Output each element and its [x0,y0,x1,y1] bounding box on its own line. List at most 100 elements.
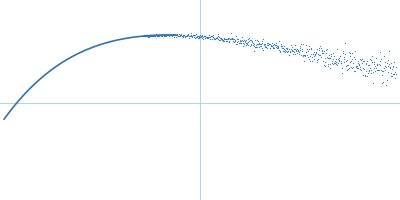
Point [206,37,213,40]
Point [265,43,272,47]
Point [345,63,352,67]
Point [280,49,287,52]
Point [349,57,355,60]
Point [356,68,363,71]
Point [297,47,304,50]
Point [320,51,326,55]
Point [278,43,284,46]
Point [384,61,390,64]
Point [149,35,156,38]
Point [240,42,247,45]
Point [390,72,396,75]
Point [252,46,259,49]
Point [350,66,356,69]
Point [206,35,212,38]
Point [236,42,242,45]
Point [208,34,214,38]
Point [185,34,192,37]
Point [277,50,283,53]
Point [228,32,234,35]
Point [376,69,382,72]
Point [184,34,190,37]
Point [219,39,226,42]
Point [320,50,327,53]
Point [258,41,265,45]
Point [340,49,346,53]
Point [325,64,331,67]
Point [358,62,365,65]
Point [170,32,177,35]
Point [172,33,178,37]
Point [214,35,220,39]
Point [337,54,344,57]
Point [164,33,170,36]
Point [217,36,223,39]
Point [324,62,331,65]
Point [174,32,181,36]
Point [324,55,330,58]
Point [191,33,198,36]
Point [184,34,190,37]
Point [335,57,342,60]
Point [245,44,252,47]
Point [308,53,314,56]
Point [203,35,210,38]
Point [331,62,337,65]
Point [166,34,173,38]
Point [288,46,295,49]
Point [364,74,370,78]
Point [302,54,308,57]
Point [199,35,205,38]
Point [164,34,170,37]
Point [250,42,256,45]
Point [276,49,283,53]
Point [370,61,377,64]
Point [371,66,377,69]
Point [157,34,164,37]
Point [351,49,358,52]
Point [318,46,324,49]
Point [230,37,237,41]
Point [388,75,394,78]
Point [361,59,367,62]
Point [317,45,324,48]
Point [328,53,334,56]
Point [271,42,278,45]
Point [310,55,317,58]
Point [334,64,340,67]
Point [267,46,273,49]
Point [354,67,360,70]
Point [161,34,168,37]
Point [140,34,147,37]
Point [393,66,399,69]
Point [362,63,369,66]
Point [162,33,169,36]
Point [238,41,244,44]
Point [153,34,160,37]
Point [372,66,379,69]
Point [217,37,224,41]
Point [179,34,185,37]
Point [328,54,334,58]
Point [304,55,311,58]
Point [300,54,306,57]
Point [246,36,252,40]
Point [195,36,202,39]
Point [258,43,264,46]
Point [166,34,172,37]
Point [183,35,190,38]
Point [173,35,179,38]
Point [249,40,255,44]
Point [152,34,158,37]
Point [318,55,324,59]
Point [212,38,218,41]
Point [294,51,300,54]
Point [348,60,354,63]
Point [142,33,148,37]
Point [387,71,394,75]
Point [356,63,362,66]
Point [267,43,274,46]
Point [146,35,152,38]
Point [322,56,329,60]
Point [268,45,275,48]
